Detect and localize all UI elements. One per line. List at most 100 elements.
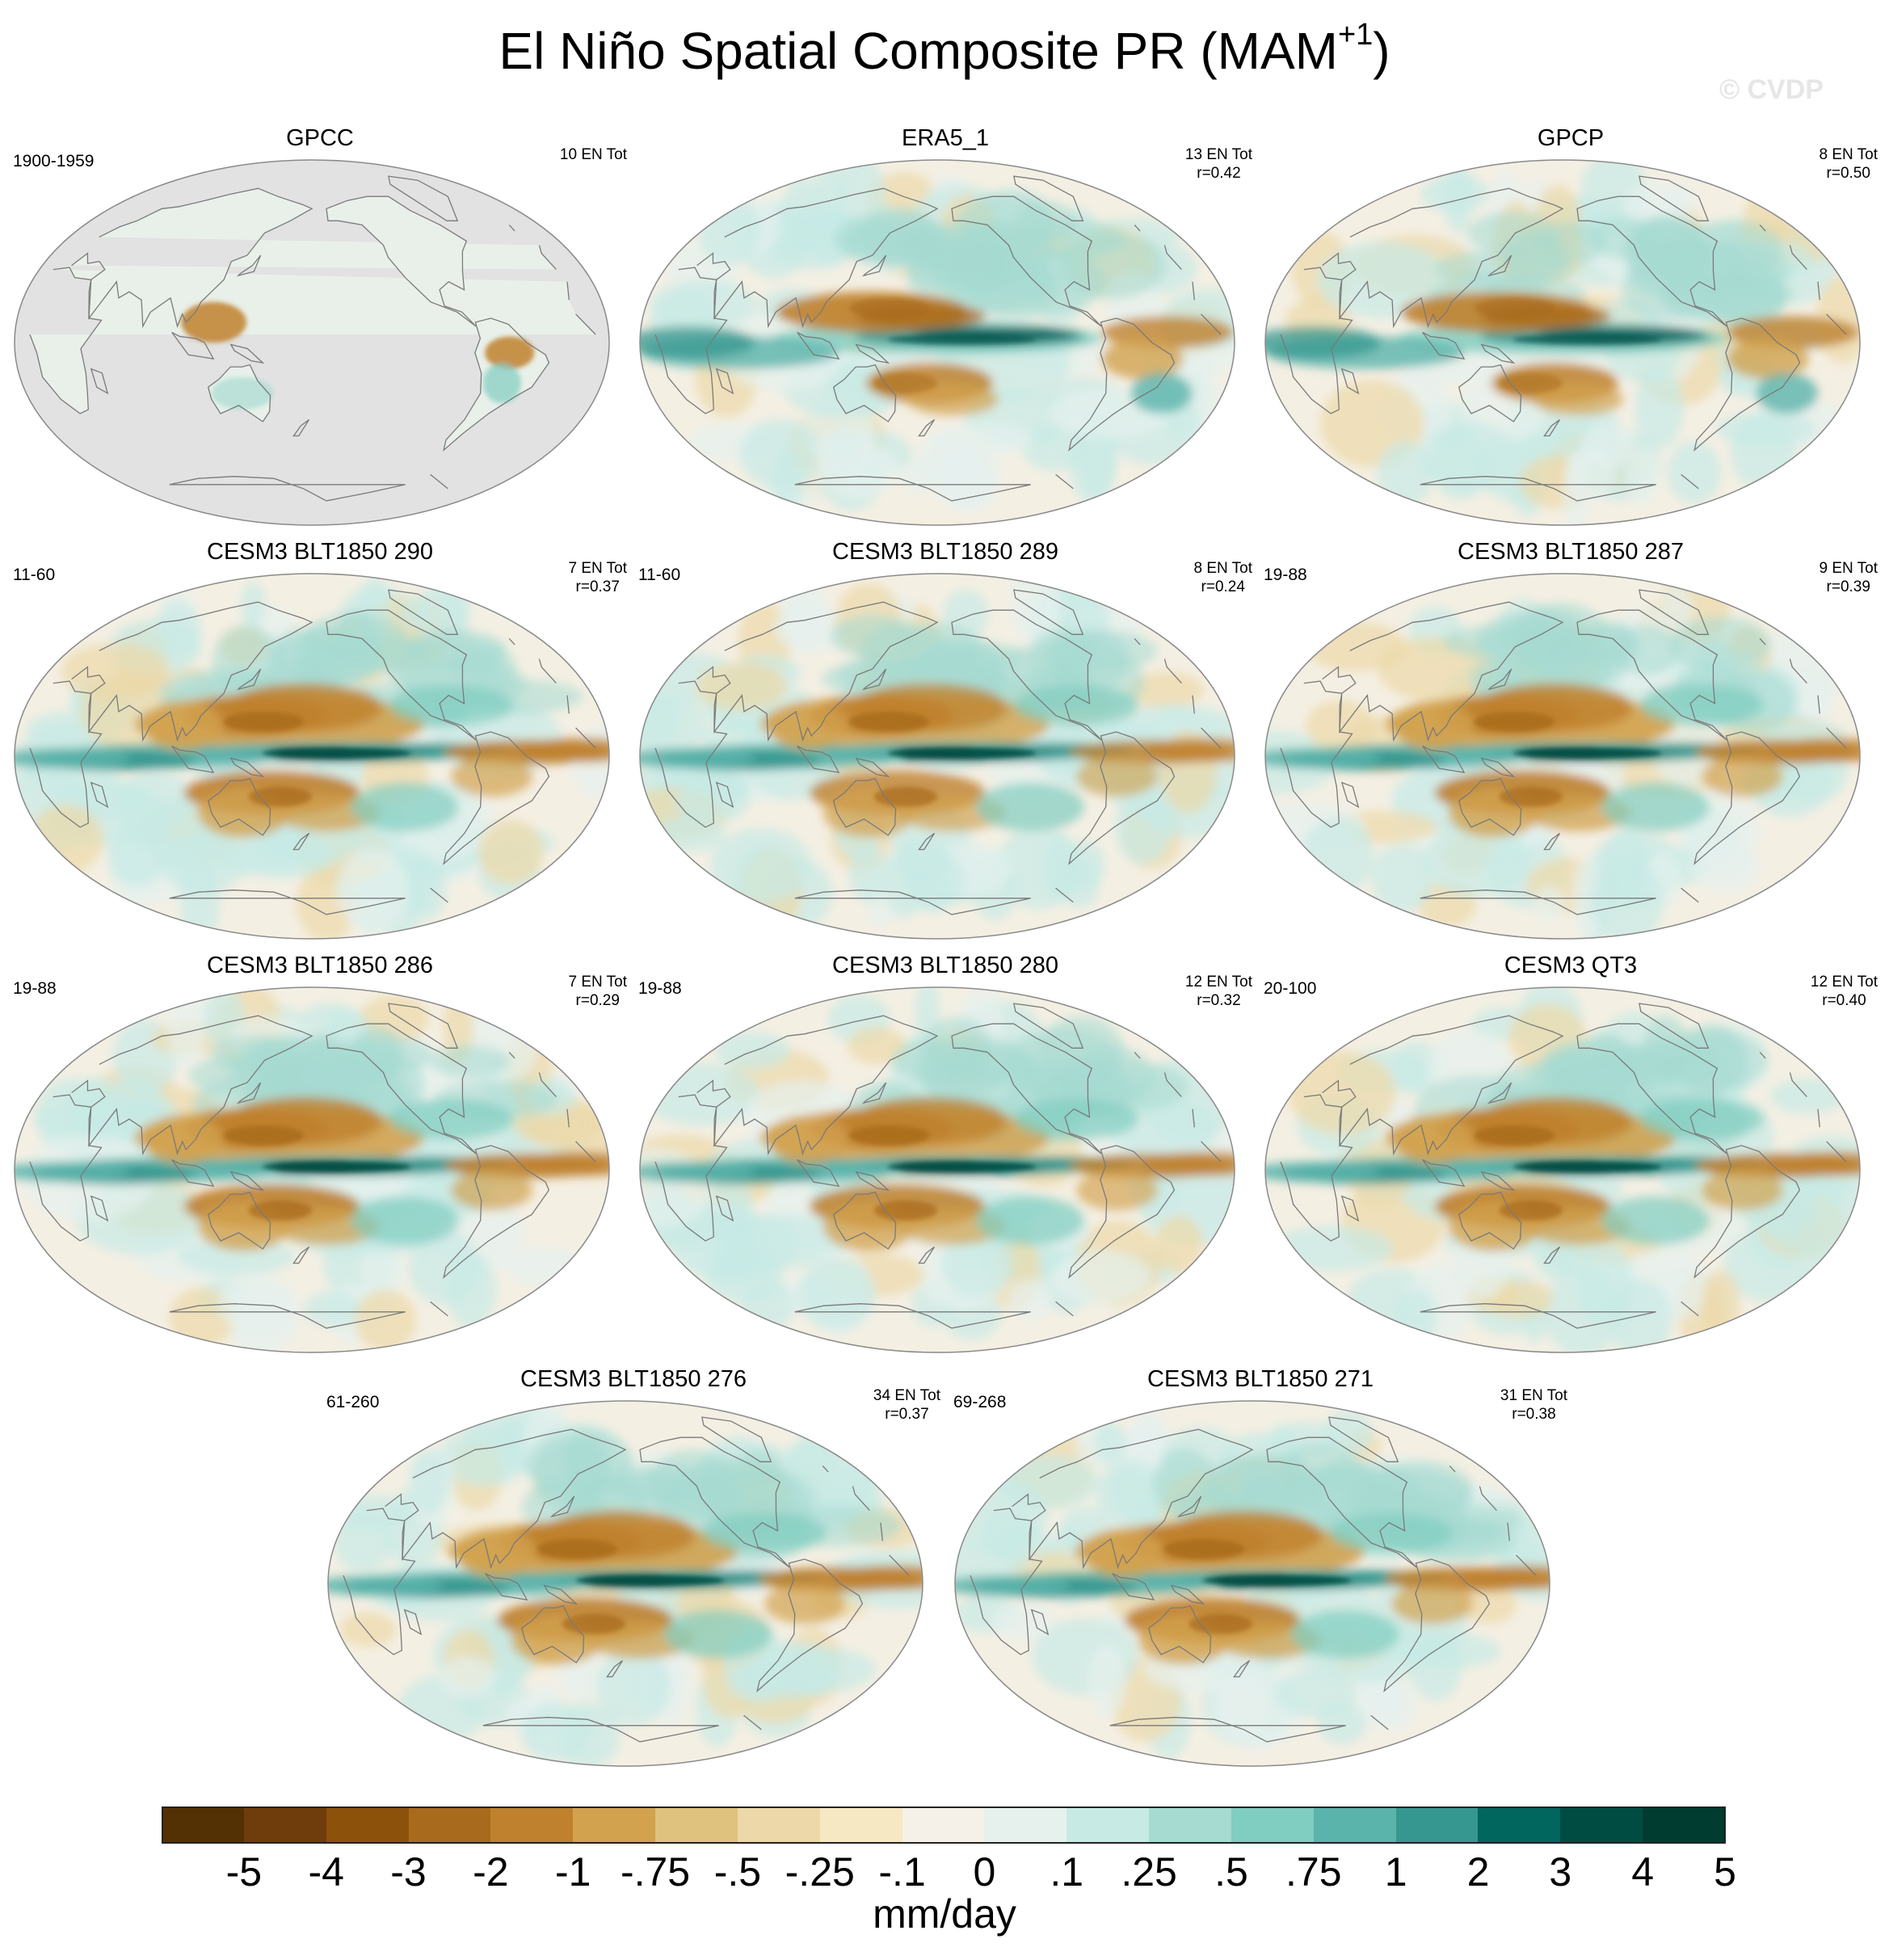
coastline xyxy=(1543,1246,1561,1264)
coastline xyxy=(696,187,1182,329)
colorbar-tick-label: 5 xyxy=(1714,1849,1736,1895)
precip-anomaly-shade xyxy=(1626,448,1659,505)
map xyxy=(954,1400,1550,1767)
panel-correlation: r=0.50 xyxy=(1826,165,1870,182)
coastline xyxy=(797,745,840,773)
precip-anomaly-shade xyxy=(1393,701,1475,751)
coastline xyxy=(292,832,310,851)
precip-anomaly-shade xyxy=(1130,372,1193,414)
precip-anomaly-shade xyxy=(640,747,756,769)
coastline xyxy=(794,1301,1074,1329)
panel-years: 61-260 xyxy=(326,1393,380,1411)
precip-anomaly-shade xyxy=(1458,1565,1550,1590)
map-surface xyxy=(15,574,609,939)
map xyxy=(14,573,610,940)
precip-anomaly-shade xyxy=(895,221,951,267)
map-surface xyxy=(640,160,1235,525)
precip-anomaly-shade xyxy=(389,685,513,726)
precip-anomaly-shade xyxy=(1727,338,1809,380)
map xyxy=(639,159,1235,526)
coastline xyxy=(29,1094,596,1242)
coastline xyxy=(832,364,897,423)
precip-anomaly-shade xyxy=(162,831,246,894)
precip-anomaly-shade xyxy=(1512,1161,1662,1172)
precip-anomaly-shade xyxy=(741,1280,795,1331)
coastline xyxy=(639,1436,790,1568)
precip-anomaly-shade xyxy=(923,644,1003,686)
coastline xyxy=(508,224,515,232)
map-boundary xyxy=(639,986,1235,1353)
panel-correlation: r=0.29 xyxy=(575,992,620,1009)
anomaly-field xyxy=(15,987,609,1352)
map-surface xyxy=(955,1401,1550,1766)
panel-correlation: r=0.39 xyxy=(1826,578,1870,595)
coastline xyxy=(71,187,557,329)
precip-anomaly-shade xyxy=(241,582,266,628)
coastline xyxy=(207,364,271,423)
coastline xyxy=(1322,187,1807,329)
precip-anomaly-shade xyxy=(1769,738,1860,763)
precip-anomaly-shade xyxy=(562,1613,625,1634)
precip-anomaly-shade xyxy=(238,831,333,879)
precip-anomaly-shade xyxy=(1391,1584,1474,1625)
coastline xyxy=(485,1572,528,1600)
coastline xyxy=(169,887,448,915)
panel-correlation: r=0.38 xyxy=(1512,1406,1556,1423)
colorbar-tick-label: 2 xyxy=(1466,1849,1490,1895)
coastline xyxy=(171,331,215,360)
coastline xyxy=(543,1584,578,1605)
coastline xyxy=(1480,1171,1516,1192)
precip-anomaly-shade xyxy=(640,1161,756,1183)
precip-anomaly-shade xyxy=(1474,711,1555,732)
precip-anomaly-shade xyxy=(482,363,521,404)
coastline xyxy=(1639,589,1710,635)
colorbar-tick-label: .1 xyxy=(1050,1849,1084,1895)
panel-stats: 34 EN Tot r=0.37 xyxy=(873,1386,940,1424)
precip-anomaly-shade xyxy=(536,1538,618,1559)
coastline xyxy=(1233,1659,1251,1678)
coastline xyxy=(207,1191,271,1250)
coastline xyxy=(1422,745,1466,773)
map xyxy=(327,1400,923,1767)
coastline xyxy=(1112,1572,1155,1600)
precip-anomaly-shade xyxy=(1512,334,1662,345)
precip-anomaly-shade xyxy=(928,423,1034,457)
precip-anomaly-shade xyxy=(262,747,411,759)
colorbar-swatch xyxy=(655,1806,738,1844)
coastline xyxy=(1383,1558,1491,1693)
colorbar-tick-label: 4 xyxy=(1631,1849,1655,1895)
precip-anomaly-shade xyxy=(1769,1151,1860,1176)
colorbar-tick-label: 3 xyxy=(1549,1849,1572,1895)
coastline xyxy=(1176,1495,1202,1518)
precip-anomaly-shade xyxy=(1143,1151,1235,1176)
coastline xyxy=(1322,1015,1807,1156)
coastline xyxy=(71,601,557,742)
precip-anomaly-shade xyxy=(1058,858,1100,908)
precip-anomaly-shade xyxy=(1499,372,1563,393)
map-surface xyxy=(15,987,609,1352)
precip-anomaly-shade xyxy=(1499,1200,1563,1221)
coastline xyxy=(236,254,262,277)
coastline xyxy=(918,1246,936,1264)
precip-anomaly-shade xyxy=(1667,441,1722,504)
precip-anomaly-shade xyxy=(907,383,999,416)
precip-anomaly-shade xyxy=(1756,372,1818,414)
coastlines xyxy=(1280,589,1847,915)
coastline xyxy=(229,343,265,364)
coastlines xyxy=(29,175,596,502)
precip-anomaly-shade xyxy=(1275,1670,1357,1718)
coastline xyxy=(326,609,477,741)
precip-anomaly-shade xyxy=(211,376,274,410)
panel-en-count: 7 EN Tot xyxy=(568,560,627,577)
coastline xyxy=(797,331,840,360)
land-precip xyxy=(30,188,596,451)
precip-anomaly-shade xyxy=(1029,1053,1089,1107)
coastline xyxy=(388,1003,459,1049)
coastline xyxy=(756,1558,864,1693)
coastline xyxy=(861,1082,887,1104)
precip-anomaly-shade xyxy=(848,846,890,902)
panel-title: GPCC xyxy=(286,125,354,151)
coastline xyxy=(292,418,310,437)
precip-anomaly-shade xyxy=(932,446,1003,511)
colorbar-swatch xyxy=(243,1806,327,1844)
